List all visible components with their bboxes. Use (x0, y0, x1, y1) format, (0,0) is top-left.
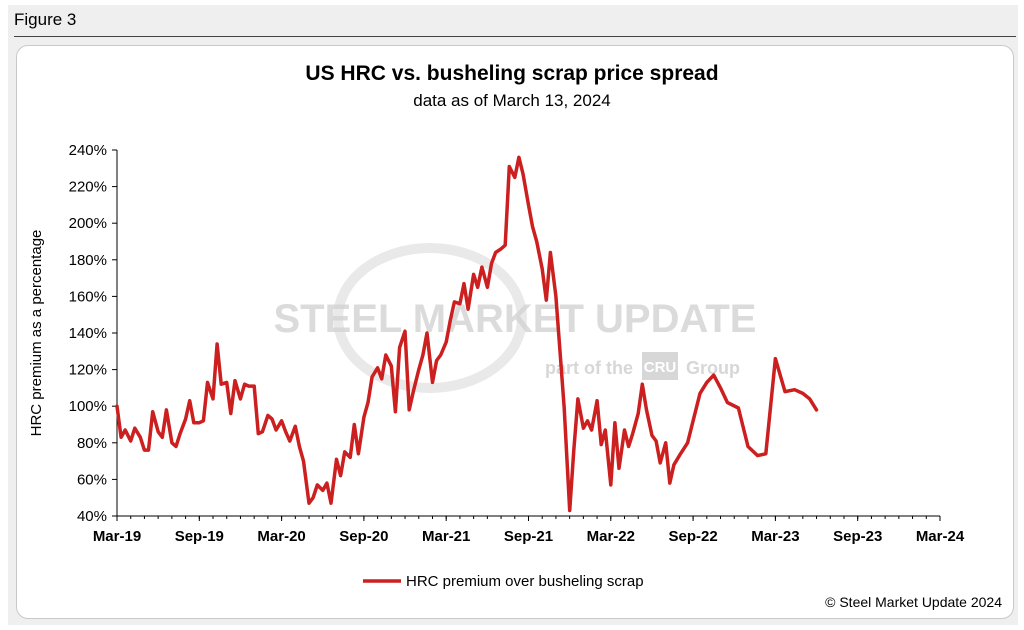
y-tick-label: 140% (69, 325, 107, 342)
y-tick-label: 180% (69, 252, 107, 269)
cru-logo-box (642, 352, 678, 380)
y-tick-label: 220% (69, 179, 107, 196)
watermark-sub-right: Group (686, 358, 740, 378)
x-tick-label: Mar-19 (93, 528, 141, 545)
figure-label: Figure 3 (14, 10, 77, 29)
x-tick-label: Sep-22 (668, 528, 717, 545)
x-tick-label: Sep-21 (504, 528, 553, 545)
y-tick-label: 100% (69, 398, 107, 415)
y-tick-label: 160% (69, 288, 107, 305)
legend-label: HRC premium over busheling scrap (406, 573, 644, 590)
copyright-notice: © Steel Market Update 2024 (825, 594, 1002, 610)
x-tick-label: Mar-21 (422, 528, 470, 545)
x-tick-label: Mar-24 (916, 528, 965, 545)
steel-market-update-watermark: STEEL MARKET UPDATE part of the CRU Group (274, 243, 757, 393)
x-tick-label: Mar-20 (257, 528, 305, 545)
watermark-main-text: STEEL MARKET UPDATE (274, 297, 757, 341)
x-tick-label: Sep-23 (833, 528, 882, 545)
cru-logo-text: CRU (644, 359, 677, 376)
y-tick-label: 120% (69, 362, 107, 379)
watermark-sub-left: part of the (545, 358, 633, 378)
chart-axes: 40% 60% 80% 100% 120% 140% 160% 180% 200% 220% 240… (28, 142, 965, 545)
chart-legend: HRC premium over busheling scrap (363, 573, 644, 590)
chart-title: US HRC vs. busheling scrap price spread (305, 62, 719, 85)
watermark-swoosh (333, 243, 527, 393)
chart-subtitle: data as of March 13, 2024 (413, 91, 611, 110)
x-tick-label: Mar-22 (587, 528, 635, 545)
x-tick-label: Sep-20 (339, 528, 388, 545)
header-rule (14, 36, 1016, 37)
y-axis-title: HRC premium as a percentage (28, 230, 45, 437)
y-tick-label: 60% (77, 471, 107, 488)
y-tick-label: 80% (77, 435, 107, 452)
x-tick-label: Sep-19 (175, 528, 224, 545)
y-tick-label: 200% (69, 215, 107, 232)
plot-area (115, 155, 819, 513)
x-tick-label: Mar-23 (751, 528, 799, 545)
y-tick-label: 240% (69, 142, 107, 159)
y-tick-label: 40% (77, 508, 107, 525)
series-line-0 (115, 155, 819, 513)
